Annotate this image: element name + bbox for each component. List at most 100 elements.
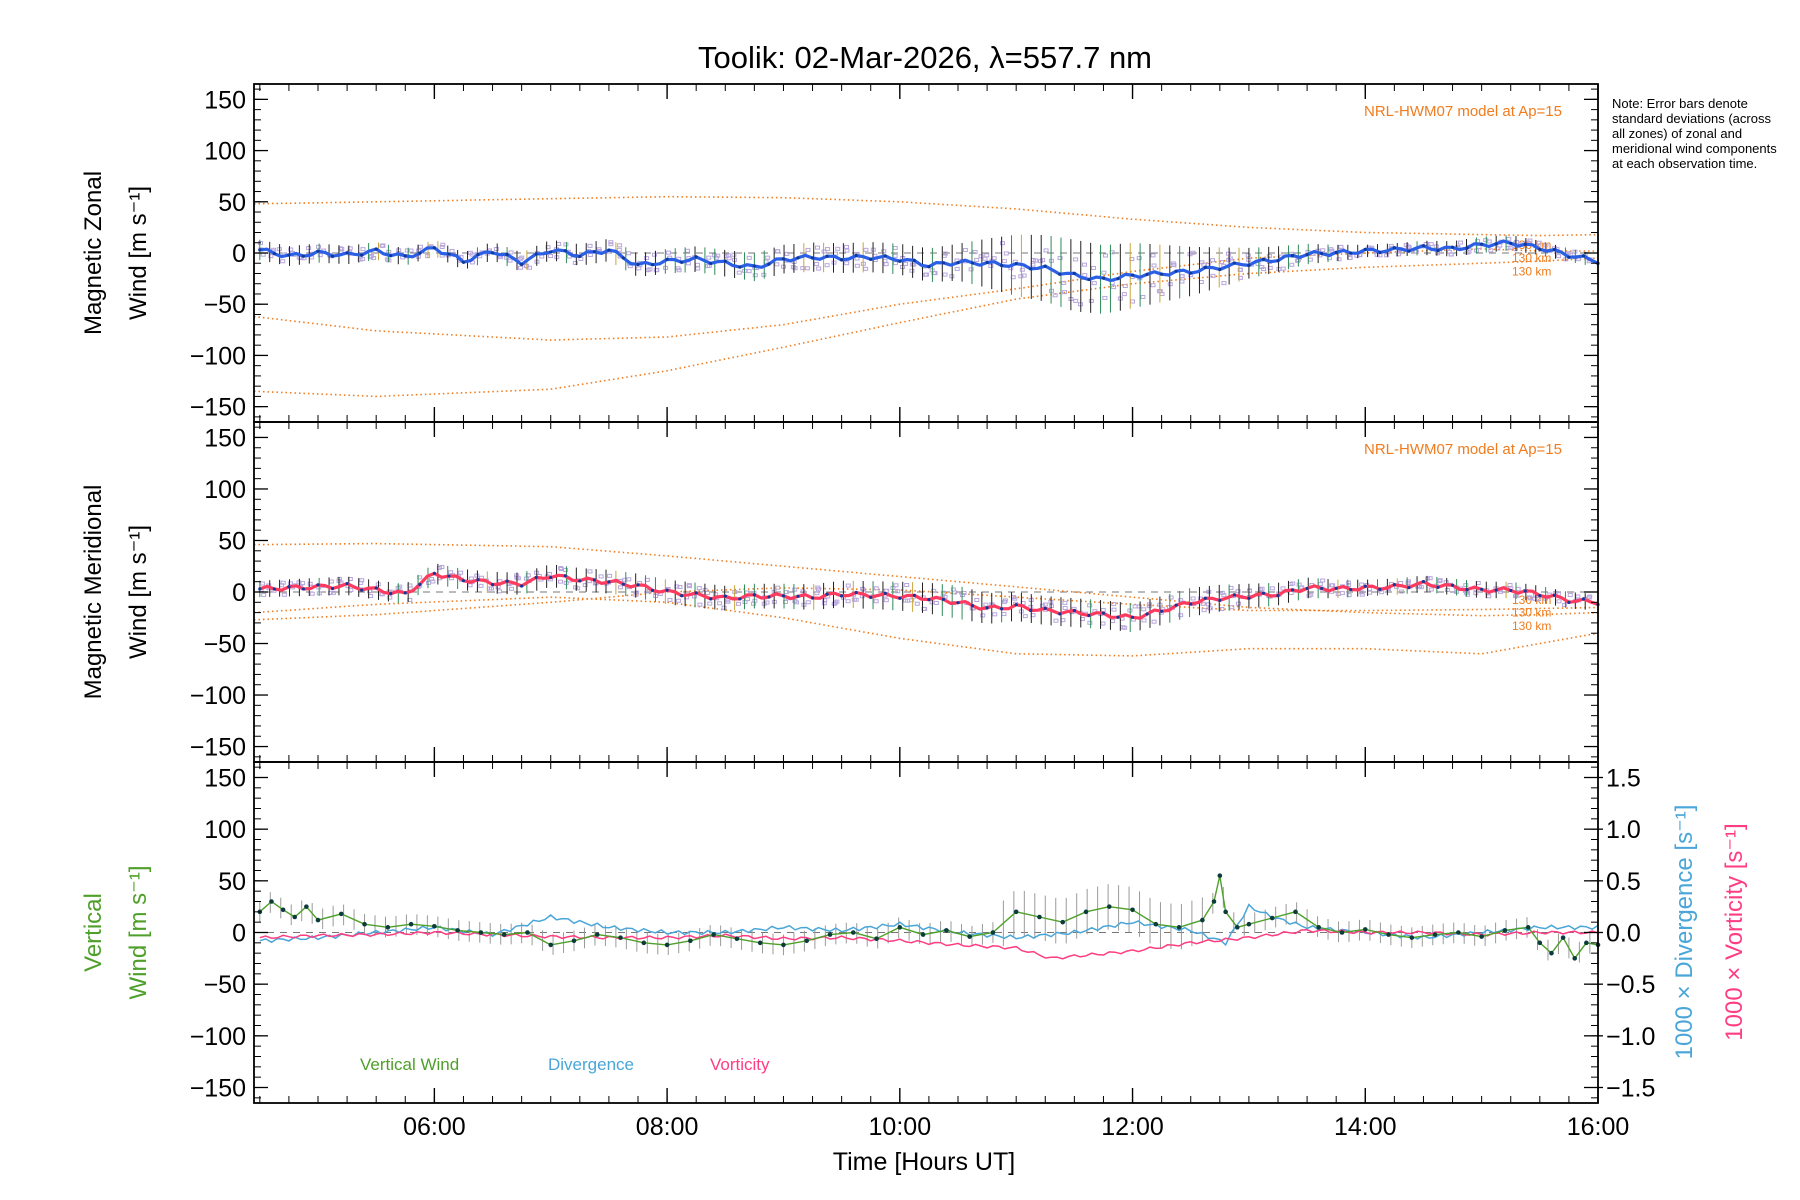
zonal-model-alt-label-3: 130 km <box>1512 264 1551 278</box>
zonal-zone-sample <box>844 248 850 253</box>
zonal-zone-sample <box>1201 262 1207 267</box>
zonal-mean-wind-point <box>1581 254 1586 258</box>
zonal-zone-sample <box>1433 244 1439 249</box>
zonal-zone-sample <box>440 242 446 247</box>
meridional-y-tick-label: −100 <box>190 682 246 710</box>
vertical-wind-point <box>944 928 949 933</box>
zonal-zone-sample <box>765 255 771 260</box>
meridional-zone-sample <box>893 583 899 588</box>
zonal-mean-wind-point <box>389 254 393 258</box>
meridional-mean-wind-point <box>1465 587 1469 592</box>
meridional-zone-sample <box>1235 589 1241 594</box>
meridional-zone-sample <box>1168 595 1174 600</box>
zonal-zone-sample <box>1061 280 1067 285</box>
vertical-wind-point <box>455 928 460 933</box>
meridional-mean-wind-point <box>287 585 291 589</box>
zonal-zone-sample <box>844 261 850 266</box>
zonal-zone-sample <box>892 253 898 258</box>
meridional-zone-sample <box>327 590 333 595</box>
meridional-zone-sample <box>1575 594 1581 599</box>
meridional-zone-sample <box>814 591 820 596</box>
zonal-mean-wind-point <box>1145 272 1149 276</box>
vertical-wind-point <box>362 921 367 927</box>
zonal-mean-wind-point <box>723 259 727 263</box>
zonal-mean-wind-point <box>1043 264 1047 268</box>
meridional-model-label: NRL-HWM07 model at Ap=15 <box>1364 441 1562 458</box>
meridional-zone-sample <box>617 585 623 590</box>
zonal-zone-sample <box>1506 236 1512 241</box>
zonal-model-curve-2 <box>253 248 1598 341</box>
meridional-zone-sample <box>805 600 811 605</box>
meridional-zone-sample <box>1087 603 1093 608</box>
zonal-zone-sample <box>1536 240 1542 245</box>
zonal-zone-sample <box>578 256 584 261</box>
meridional-zone-sample <box>515 576 521 581</box>
zonal-zone-sample <box>832 251 838 256</box>
meridional-mean-wind-point <box>810 596 815 600</box>
zonal-mean-wind-point <box>781 257 786 261</box>
meridional-zone-sample <box>1042 602 1048 607</box>
meridional-mean-wind-point <box>767 595 771 599</box>
y2-tick-label: −1.5 <box>1606 1075 1655 1103</box>
meridional-mean-wind-point <box>1029 608 1033 613</box>
zonal-mean-wind-point <box>432 246 436 250</box>
zonal-zone-sample <box>508 250 514 255</box>
zonal-zone-sample <box>736 270 742 275</box>
zonal-zone-sample <box>360 247 366 252</box>
meridional-zone-sample <box>1111 601 1117 606</box>
meridional-mean-wind-point <box>1101 611 1106 615</box>
meridional-zone-sample <box>1562 602 1568 607</box>
meridional-zone-sample <box>1556 599 1562 604</box>
zonal-mean-wind-point <box>810 256 815 260</box>
zonal-zone-sample <box>978 254 984 259</box>
zonal-zone-sample <box>824 247 830 252</box>
zonal-mean-wind-point <box>1218 267 1222 272</box>
zonal-zone-sample <box>1018 274 1024 279</box>
meridional-mean-wind-point <box>694 591 698 595</box>
zonal-zone-sample <box>1221 281 1227 286</box>
zonal-zone-sample <box>539 254 545 259</box>
x-axis-label: Time [Hours UT] <box>833 1148 1015 1176</box>
zonal-zone-sample <box>1210 273 1216 278</box>
zonal-zone-sample <box>1101 270 1107 275</box>
zonal-mean-wind-point <box>1421 244 1426 248</box>
zonal-zone-sample <box>1295 258 1301 263</box>
meridional-y-tick-label: 100 <box>204 476 246 504</box>
meridional-mean-wind-point <box>1290 588 1295 592</box>
meridional-zone-sample <box>1296 582 1302 587</box>
meridional-zone-sample <box>426 580 432 585</box>
zonal-mean-wind-point <box>825 254 829 258</box>
zonal-zone-sample <box>1043 248 1049 253</box>
meridional-zone-sample <box>330 590 336 595</box>
meridional-mean-wind-point <box>1014 603 1018 607</box>
zonal-model-label: NRL-HWM07 model at Ap=15 <box>1364 103 1562 120</box>
zonal-zone-sample <box>1150 283 1156 288</box>
meridional-mean-wind-point <box>636 583 640 587</box>
zonal-zone-sample <box>991 256 997 261</box>
meridional-zone-sample <box>1486 594 1492 599</box>
zonal-mean-wind-point <box>956 260 960 265</box>
zonal-zone-sample <box>854 263 860 268</box>
zonal-zone-sample <box>1151 263 1157 268</box>
divergence-line <box>259 903 1599 947</box>
zonal-mean-wind-point <box>1407 249 1411 253</box>
meridional-zone-sample <box>525 573 531 578</box>
vertical-wind-point <box>874 936 879 941</box>
zonal-mean-wind-point <box>520 262 524 267</box>
zonal-zone-sample <box>644 256 650 261</box>
zonal-zone-sample <box>968 267 974 272</box>
meridional-zone-sample <box>721 605 727 610</box>
zonal-zone-sample <box>1179 279 1185 284</box>
meridional-zone-sample <box>430 579 436 584</box>
zonal-mean-wind-point <box>447 252 451 256</box>
meridional-zone-sample <box>1586 595 1592 600</box>
vertical-wind-point <box>897 925 903 930</box>
zonal-zone-sample <box>1245 253 1251 258</box>
meridional-zone-sample <box>942 594 948 599</box>
zonal-zone-sample <box>315 244 321 249</box>
vertical-wind-point <box>1200 917 1205 923</box>
zonal-zone-sample <box>1111 285 1117 290</box>
vertical-wind-point <box>1560 935 1566 940</box>
meridional-mean-wind-point <box>1334 586 1338 590</box>
x-tick-label: 08:00 <box>636 1113 699 1141</box>
